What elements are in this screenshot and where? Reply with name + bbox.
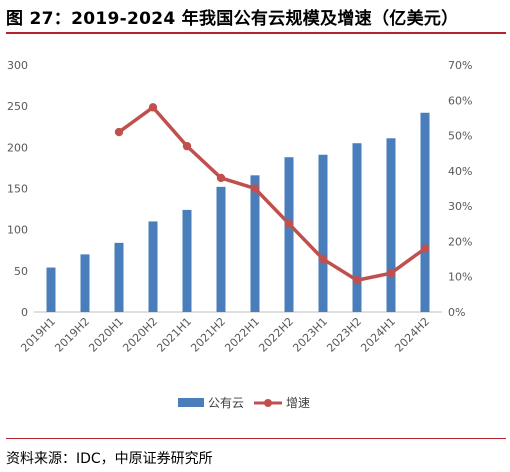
right-axis: 0% 10% 20% 30% 40% 50% 60% 70% (448, 59, 472, 319)
left-tick-label: 0 (21, 306, 28, 319)
bar (182, 209, 192, 312)
growth-point (386, 268, 396, 278)
right-tick-label: 50% (448, 130, 472, 143)
title-rule (6, 32, 506, 34)
legend-swatch-bar (178, 398, 204, 407)
left-tick-label: 200 (7, 141, 28, 154)
right-tick-label: 70% (448, 59, 472, 72)
left-tick-label: 250 (7, 100, 28, 113)
growth-point (182, 141, 192, 151)
x-tick-label: 2020H2 (120, 315, 160, 355)
growth-point (148, 103, 158, 112)
bar (46, 267, 56, 312)
legend-label-line: 增速 (286, 396, 310, 410)
left-tick-label: 100 (7, 224, 28, 237)
legend-label-bar: 公有云 (208, 396, 244, 410)
growth-point (216, 173, 226, 183)
bar (148, 221, 158, 312)
bar-series (46, 112, 430, 313)
x-tick-label: 2021H1 (154, 315, 194, 355)
x-tick-label: 2023H2 (324, 315, 364, 355)
x-tick-label: 2023H1 (290, 315, 330, 355)
left-axis: 0 50 100 150 200 250 300 (7, 59, 28, 319)
legend-swatch-marker (264, 399, 272, 407)
x-axis-labels: 2019H12019H22020H12020H22021H12021H22022… (18, 315, 432, 355)
growth-point (318, 254, 328, 264)
line-series (114, 103, 430, 285)
bar (318, 154, 328, 312)
x-tick-label: 2021H2 (188, 315, 228, 355)
source-rule (6, 438, 506, 439)
growth-line (117, 105, 427, 282)
right-tick-label: 40% (448, 165, 472, 178)
right-tick-label: 60% (448, 94, 472, 107)
x-tick-label: 2019H1 (18, 315, 58, 355)
growth-point (284, 219, 294, 228)
source-note: 资料来源：IDC，中原证券研究所 (6, 451, 213, 467)
left-tick-label: 50 (14, 265, 28, 278)
right-tick-label: 20% (448, 235, 472, 248)
legend: 公有云 增速 (178, 396, 310, 410)
bar (420, 112, 430, 313)
growth-point (352, 276, 362, 285)
bar (216, 186, 226, 312)
right-tick-label: 30% (448, 200, 472, 213)
growth-point (114, 127, 124, 137)
left-tick-label: 150 (7, 183, 28, 196)
figure-title: 图 27：2019-2024 年我国公有云规模及增速（亿美元） (6, 9, 459, 29)
right-tick-label: 10% (448, 271, 472, 284)
x-tick-label: 2022H2 (256, 315, 296, 355)
bar (250, 175, 260, 312)
x-tick-label: 2020H1 (86, 315, 126, 355)
bar (352, 143, 362, 312)
x-tick-label: 2022H1 (222, 315, 262, 355)
growth-point (420, 244, 430, 253)
x-tick-label: 2019H2 (52, 315, 92, 355)
x-tick-label: 2024H2 (392, 315, 432, 355)
bar (80, 254, 90, 312)
left-tick-label: 300 (7, 59, 28, 72)
bar (386, 138, 396, 312)
bar (114, 242, 124, 312)
growth-point (250, 184, 260, 193)
bar (284, 157, 294, 312)
x-tick-label: 2024H1 (358, 315, 398, 355)
right-tick-label: 0% (448, 306, 465, 319)
